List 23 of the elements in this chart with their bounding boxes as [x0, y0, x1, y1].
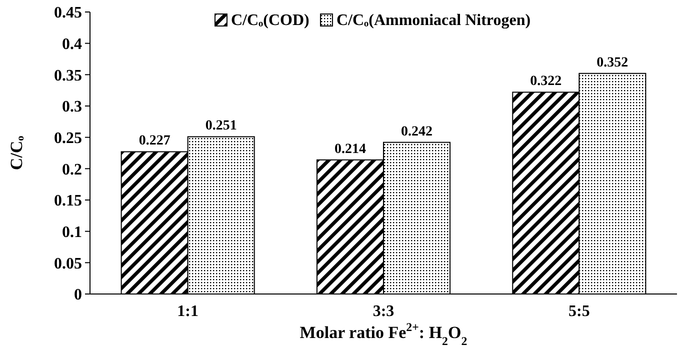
- x-tick-label: 5:5: [568, 303, 590, 320]
- y-tick-label: 0.45: [54, 4, 82, 22]
- legend-label: C/Cₒ(Ammoniacal Nitrogen): [336, 12, 531, 29]
- y-tick-label: 0: [74, 286, 82, 304]
- y-tick-label: 0.35: [54, 67, 82, 84]
- y-tick-label: 0.25: [54, 130, 82, 147]
- y-tick-label: 0.15: [54, 192, 82, 210]
- legend-label: C/Cₒ(COD): [231, 12, 310, 29]
- data-label: 0.352: [596, 55, 628, 70]
- x-axis-title: Molar ratio Fe$^{2+}$: H$_{2}$O$_{2}$: [300, 320, 468, 348]
- data-label: 0.227: [138, 134, 170, 149]
- x-tick-label: 3:3: [372, 303, 394, 320]
- data-label: 0.251: [205, 118, 237, 134]
- y-axis-title: C/Cₒ: [7, 136, 26, 170]
- data-label: 0.242: [401, 124, 433, 140]
- y-tick-label: 0.1: [62, 224, 82, 241]
- x-tick-label: 1:1: [177, 303, 198, 320]
- data-label: 0.322: [530, 74, 562, 90]
- y-tick-label: 0.3: [62, 98, 82, 116]
- y-tick-label: 0.4: [62, 36, 82, 53]
- data-label: 0.214: [334, 142, 366, 157]
- y-tick-label: 0.2: [62, 161, 82, 178]
- y-tick-label: 0.05: [54, 255, 82, 272]
